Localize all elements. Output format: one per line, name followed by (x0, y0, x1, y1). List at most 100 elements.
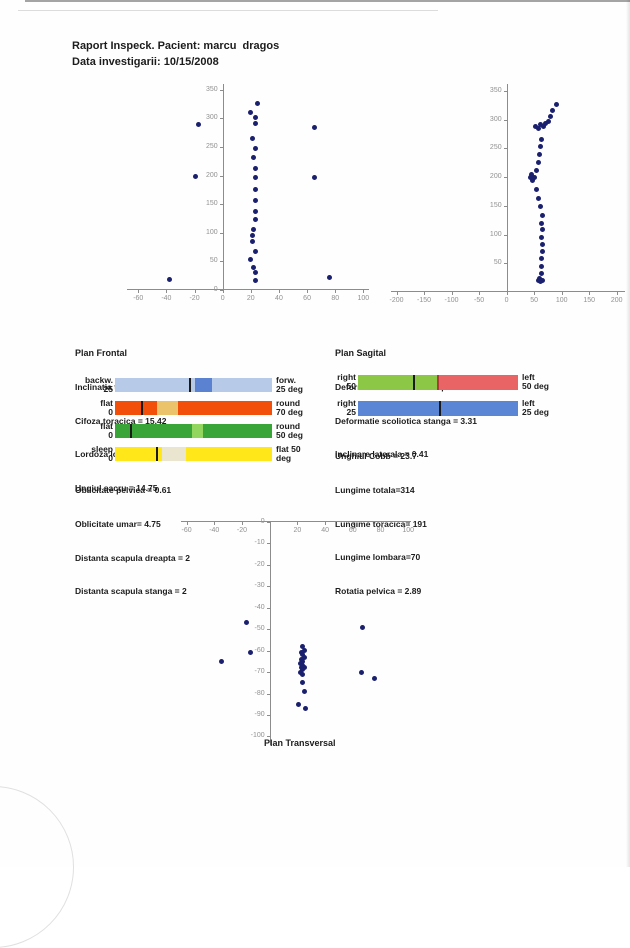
x-tick-label: -60 (133, 295, 144, 302)
data-point (538, 220, 544, 226)
data-point (532, 174, 538, 180)
y-tick-label: 50 (493, 259, 502, 267)
data-point (537, 275, 543, 281)
y-tick-label: 100 (489, 230, 502, 238)
y-tick-label: -100 (250, 732, 265, 740)
data-point (534, 167, 540, 173)
data-point (360, 624, 365, 630)
bar-right-label-line: 25 deg (276, 384, 303, 395)
y-tick-label: 300 (489, 115, 502, 123)
data-point (543, 121, 549, 127)
data-point (248, 110, 254, 116)
x-tick-mark (325, 522, 327, 525)
y-tick-label: 350 (205, 85, 218, 93)
y-tick-mark (266, 607, 270, 609)
data-point (251, 264, 257, 270)
y-tick-label: 350 (489, 86, 502, 94)
sagital-scatter-chart: -200 -150 -100 -50 0 50 100 150 200 50 100 150 200 25… (390, 84, 625, 304)
y-tick-label: -10 (254, 539, 265, 547)
data-point (255, 100, 261, 106)
x-tick-label: 80 (331, 295, 340, 302)
angle-bar-marker (156, 446, 159, 461)
frontal-heading: Plan Frontal (75, 348, 128, 359)
stat-line: Ungiul sacru = 14.75 (75, 482, 158, 493)
x-tick-mark (278, 290, 280, 293)
y-tick-mark (219, 261, 223, 263)
stat-line: Distanta scapula stanga = 2 (75, 586, 187, 597)
data-point (535, 126, 541, 132)
bar-left-label-line: 50 (346, 381, 356, 391)
data-point (300, 667, 306, 673)
y-tick-label: 300 (205, 114, 218, 122)
data-point (311, 124, 317, 130)
sagital-heading: Plan Sagital (335, 348, 387, 359)
x-tick-label: -100 (444, 297, 459, 304)
stat-line: Lungime toracica= 191 (335, 518, 427, 529)
data-point (252, 277, 258, 283)
bar-left-label-line: 25 (103, 384, 113, 395)
stat-line: Inclinare laterala = 0.41 (335, 449, 429, 460)
data-point (248, 256, 254, 262)
data-point (303, 706, 309, 712)
angle-bar-segment (195, 378, 213, 393)
data-point (300, 658, 306, 664)
y-tick-label: -60 (254, 646, 265, 654)
y-tick-label: 250 (489, 144, 502, 152)
y-axis (506, 84, 508, 292)
bar-left-label-line: flat (100, 398, 113, 409)
angle-bar-segment (162, 446, 186, 461)
x-tick-label: 20 (246, 295, 255, 302)
data-point (529, 172, 535, 178)
y-tick-mark (219, 232, 223, 234)
y-tick-mark (266, 693, 270, 695)
x-tick-mark (589, 292, 591, 295)
data-point (296, 701, 302, 707)
bar-left-label: flat 0 (75, 399, 113, 417)
y-tick-mark (219, 118, 223, 120)
data-point (300, 671, 306, 677)
x-tick-mark (380, 522, 382, 525)
angle-bar-segment (191, 423, 203, 438)
bar-right-label-line: 70 deg (276, 407, 303, 418)
bar-right-label-line: forw. (276, 375, 296, 386)
angle-bar-track (358, 400, 518, 416)
scan-line-artifact (18, 10, 438, 11)
y-tick-mark (266, 672, 270, 674)
y-tick-label: 250 (205, 142, 218, 150)
angle-bar-marker (129, 423, 132, 438)
x-tick-label: 150 (583, 297, 596, 304)
x-axis (127, 289, 369, 290)
bar-right-label: flat 50 deg (276, 444, 301, 463)
data-point (541, 124, 546, 130)
data-point (252, 248, 258, 254)
x-tick-mark (307, 290, 309, 293)
y-tick-mark (219, 175, 223, 177)
data-point (252, 120, 258, 126)
data-point (538, 270, 544, 276)
x-tick-label: 60 (303, 295, 311, 302)
data-point (193, 174, 199, 180)
y-tick-mark (266, 564, 270, 566)
data-point (539, 263, 545, 269)
bar-left-label-line: 0 (108, 429, 113, 440)
y-tick-label: 200 (489, 173, 502, 181)
scan-right-shadow (626, 0, 630, 867)
y-tick-label: -90 (254, 710, 265, 718)
transversal-heading: Plan Transversal (264, 738, 336, 748)
data-point (252, 270, 258, 276)
bar-right-label-line: 50 deg (522, 381, 549, 391)
data-point (530, 178, 535, 184)
y-tick-mark (266, 586, 270, 588)
y-tick-mark (503, 148, 507, 150)
bar-left-label-line: flat (100, 420, 113, 431)
data-point (545, 119, 551, 125)
y-tick-mark (266, 714, 270, 716)
bar-right-label-line: 50 deg (276, 429, 303, 440)
x-tick-label: 100 (555, 297, 568, 304)
angle-bar-row: sleep 0 flat 50 deg (75, 442, 325, 465)
y-tick-label: 50 (209, 257, 218, 265)
stat-line: Distanta scapula dreapta = 2 (75, 552, 191, 563)
x-axis (181, 521, 411, 522)
x-tick-mark (297, 522, 299, 525)
x-tick-mark (561, 292, 563, 295)
